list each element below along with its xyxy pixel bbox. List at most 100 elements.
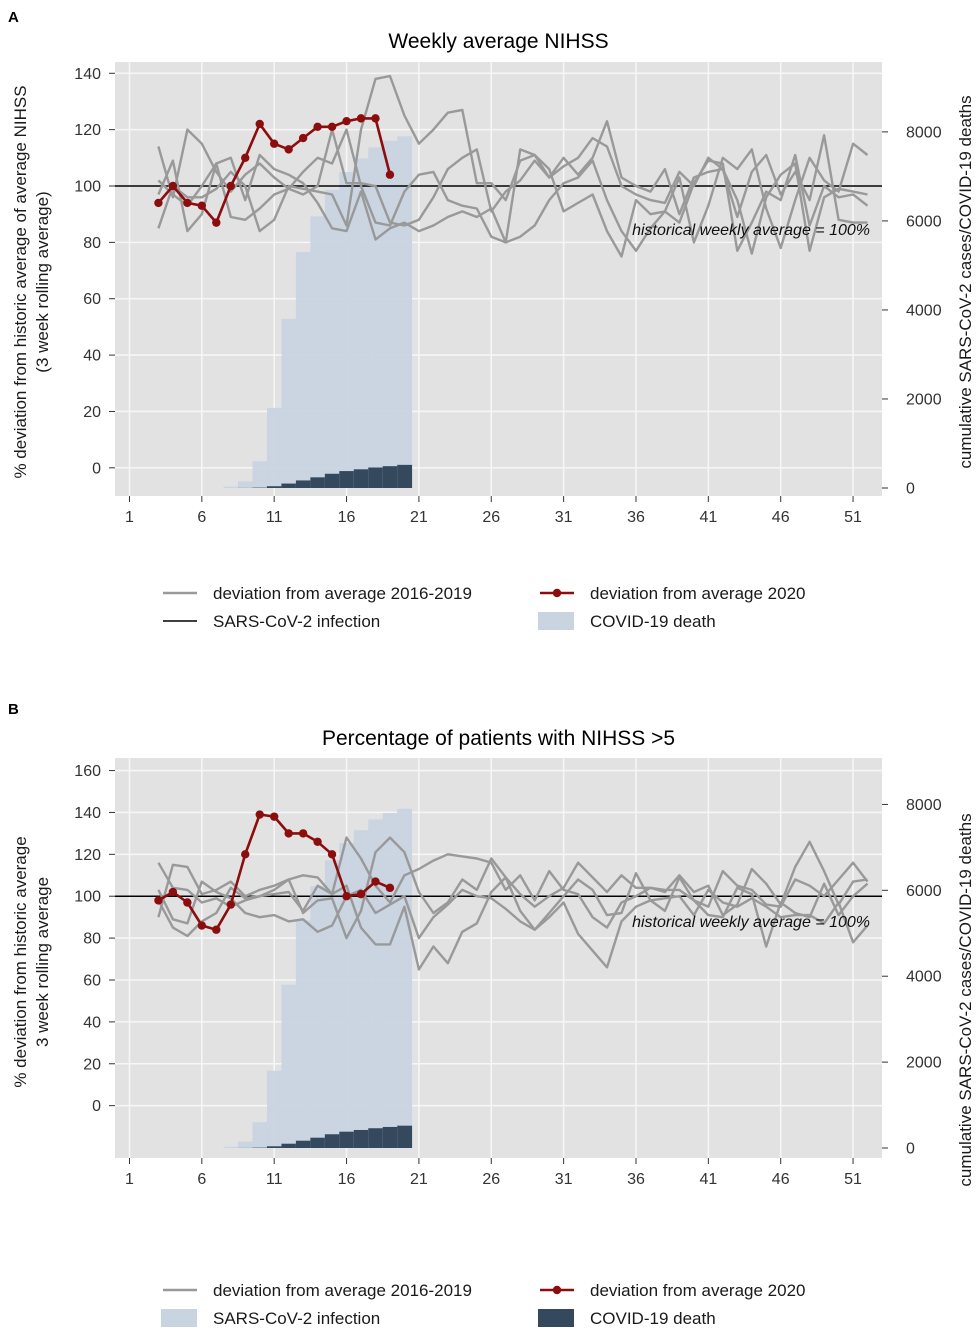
infection-bar (397, 136, 413, 488)
legend-swatch-light (538, 612, 574, 630)
historical-line-2019 (157, 128, 869, 258)
point-2020 (356, 114, 366, 123)
historical-line-2017 (157, 74, 868, 255)
point-2020 (385, 170, 395, 179)
infection-bar (295, 252, 311, 488)
legend-label: deviation from average 2020 (590, 1281, 805, 1300)
point-2020 (197, 921, 207, 930)
point-2020 (342, 116, 351, 126)
x-tick-label: 21 (410, 509, 428, 526)
death-bar (310, 477, 326, 488)
death-bar (324, 1134, 340, 1148)
y-tick-label: 40 (83, 348, 101, 365)
reference-annotation: historical weekly average = 100% (632, 222, 870, 239)
infection-bar (310, 886, 326, 1148)
panel-b: B Percentage of patients with NIHSS >5 his… (8, 701, 975, 1328)
infection-bar (324, 860, 340, 1148)
point-2020 (371, 114, 380, 123)
y-axis-label-line: 3 week rolling average (33, 877, 52, 1047)
death-bar (266, 486, 282, 488)
legend-swatch-2020-point (552, 588, 562, 598)
infection-bar (295, 920, 311, 1148)
death-bar (310, 1137, 326, 1148)
point-2020 (241, 850, 250, 859)
y2-axis-label: cumulative SARS-CoV-2 cases/COVID-19 dea… (956, 813, 975, 1186)
infection-bar (238, 481, 253, 488)
infection-bar (339, 171, 355, 489)
point-2020 (197, 201, 207, 210)
y2-tick-label: 8000 (906, 124, 942, 141)
chart-title: Weekly average NIHSS (388, 30, 608, 53)
legend-swatch-dark (538, 1309, 574, 1327)
y-tick-label: 140 (74, 805, 101, 822)
y-axis-label: % deviation from historic average of ave… (11, 85, 52, 478)
x-tick-label: 46 (772, 1171, 790, 1188)
point-2020 (298, 829, 308, 838)
death-bar (281, 1143, 297, 1148)
cumulative-bars (223, 136, 413, 489)
point-2020 (327, 122, 337, 132)
infection-bar (266, 407, 282, 488)
y-tick-label: 60 (83, 972, 101, 989)
plot-background (115, 758, 882, 1158)
x-tick-label: 1 (125, 1171, 134, 1188)
infection-bar (368, 147, 384, 488)
historical-line-2016 (157, 128, 868, 227)
death-bar (339, 1131, 355, 1148)
y-tick-label: 60 (83, 291, 101, 308)
legend-label: COVID-19 death (590, 612, 716, 631)
infection-bar (353, 830, 369, 1148)
point-2020 (313, 122, 322, 132)
point-2020 (385, 883, 395, 893)
point-2020 (168, 181, 178, 191)
point-2020 (371, 877, 380, 886)
legend-label: COVID-19 death (590, 1309, 716, 1328)
y-axis-label-line: % deviation from historic average of ave… (11, 85, 30, 478)
x-tick-label: 31 (555, 509, 573, 526)
point-2020 (255, 119, 264, 129)
y-tick-label: 100 (74, 179, 101, 196)
point-2020 (269, 812, 279, 821)
y-tick-label: 140 (74, 66, 101, 83)
y-tick-label: 20 (83, 1056, 101, 1073)
point-2020 (183, 898, 192, 907)
x-tick-label: 51 (844, 1171, 862, 1188)
point-2020 (327, 850, 337, 859)
y-tick-label: 0 (92, 460, 101, 477)
point-2020 (212, 218, 221, 227)
y-tick-label: 20 (83, 404, 101, 421)
point-2020 (168, 887, 178, 897)
y2-tick-label: 2000 (906, 391, 942, 408)
x-tick-label: 31 (555, 1171, 573, 1188)
y2-tick-label: 4000 (906, 302, 942, 319)
point-2020 (284, 145, 293, 154)
death-bar (266, 1146, 282, 1148)
x-tick-label: 6 (197, 509, 206, 526)
infection-bar (223, 486, 239, 488)
y-axis-label-line: (3 week rolling average) (33, 191, 52, 372)
legend-label: deviation from average 2016-2019 (213, 1281, 472, 1300)
reference-annotation: historical weekly average = 100% (632, 914, 870, 931)
chart-title: Percentage of patients with NIHSS >5 (322, 727, 675, 750)
point-2020 (313, 837, 322, 846)
point-2020 (183, 198, 192, 208)
y-tick-label: 100 (74, 889, 101, 906)
historical-line-2017 (157, 836, 869, 940)
point-2020 (226, 900, 235, 909)
infection-bar (266, 1070, 282, 1148)
y2-tick-label: 6000 (906, 213, 942, 230)
death-bar (368, 1128, 384, 1148)
legend-label: SARS-CoV-2 infection (213, 612, 380, 631)
x-tick-label: 16 (338, 509, 356, 526)
y2-tick-label: 6000 (906, 883, 942, 900)
historical-line-2018 (157, 872, 869, 948)
death-bar (353, 469, 369, 488)
point-2020 (298, 133, 308, 143)
infection-bar (368, 819, 384, 1148)
y-tick-label: 80 (83, 235, 101, 252)
y-tick-label: 120 (74, 847, 101, 864)
infection-bar (223, 1146, 239, 1148)
death-bar (353, 1129, 369, 1148)
legend-swatch-light (161, 1309, 197, 1327)
legend-label: deviation from average 2020 (590, 584, 805, 603)
